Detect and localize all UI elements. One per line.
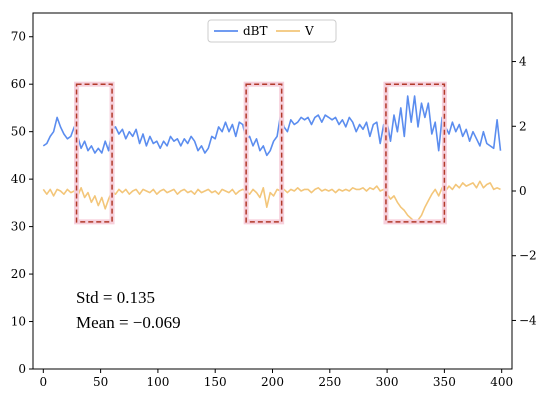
series-dbt-line [42, 95, 502, 157]
y-right-tick-label: 2 [519, 119, 527, 133]
x-tick-label: 50 [93, 375, 108, 389]
series-v-line [42, 180, 501, 223]
y-left-tick-label: 40 [11, 172, 26, 186]
highlight-box-halo [243, 81, 285, 225]
legend: dBT V [207, 19, 337, 43]
x-tick-label: 250 [318, 375, 341, 389]
x-tick-label: 300 [376, 375, 399, 389]
y-right-tick-label: 0 [519, 184, 527, 198]
highlight-box-1 [74, 81, 115, 225]
highlight-box-border [385, 83, 446, 223]
y-left-tick-label: 50 [11, 125, 26, 139]
x-tick-label: 150 [204, 375, 227, 389]
y-right-tick-label: −2 [519, 249, 537, 263]
legend-label-v: V [304, 24, 314, 38]
highlight-box-3 [383, 81, 447, 225]
mean-annotation: Mean = −0.069 [76, 313, 181, 332]
annotations: Std = 0.135 Mean = −0.069 [76, 288, 181, 332]
x-tick-label: 350 [433, 375, 456, 389]
legend-label-dbt: dBT [243, 24, 268, 38]
y-left-tick-label: 70 [11, 30, 26, 44]
y-left-tick-label: 60 [11, 77, 26, 91]
y-left-tick-label: 10 [11, 315, 26, 329]
std-annotation: Std = 0.135 [76, 288, 155, 307]
highlight-box-border [245, 83, 283, 223]
x-tick-label: 0 [39, 375, 47, 389]
highlight-boxes [74, 81, 447, 225]
y-left-tick-label: 30 [11, 220, 26, 234]
x-tick-label: 400 [490, 375, 513, 389]
highlight-box-2 [243, 81, 285, 225]
axes: 0 50 100 150 200 250 300 350 400010203040506070−… [11, 12, 537, 389]
y-right-tick-label: −4 [519, 313, 537, 327]
x-tick-label: 100 [146, 375, 169, 389]
y-right-tick-label: 4 [519, 55, 527, 69]
highlight-box-border [75, 83, 113, 223]
y-left-tick-label: 20 [11, 267, 26, 281]
plot-content [42, 95, 502, 223]
y-left-tick-label: 0 [18, 362, 26, 376]
legend-box [207, 19, 337, 43]
x-tick-label: 200 [261, 375, 284, 389]
